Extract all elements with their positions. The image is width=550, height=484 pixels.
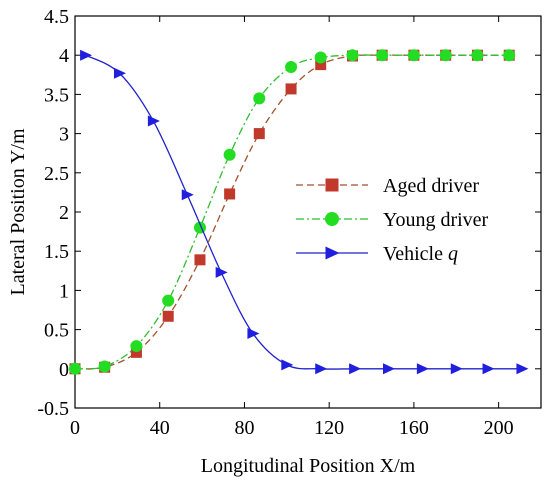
x-tick-label: 200 (484, 417, 514, 439)
legend: Aged driver Young driver Vehicle q (296, 175, 489, 265)
series-layer (69, 49, 529, 375)
legend-entry: Vehicle q (296, 243, 458, 265)
data-point (223, 148, 236, 161)
data-point (113, 67, 126, 79)
data-point (281, 359, 294, 371)
y-tick-label: 0 (59, 359, 69, 381)
data-point (147, 115, 160, 127)
y-axis-ticks: -0.5 0 0.5 1 1.5 2 2.5 3 3.5 4 4.5 (37, 6, 541, 420)
y-tick-label: 4.5 (44, 6, 69, 28)
legend-label-main: Vehicle (383, 243, 448, 265)
y-tick-label: 1 (59, 280, 69, 302)
data-point (194, 254, 206, 266)
data-point (224, 188, 236, 200)
data-point (285, 60, 298, 73)
x-axis-label: Longitudinal Position X/m (201, 455, 416, 477)
y-tick-label: 1.5 (44, 241, 69, 263)
data-point (315, 363, 328, 375)
data-point (416, 363, 429, 375)
data-point (247, 328, 260, 340)
data-point (314, 51, 327, 64)
y-axis-label: Lateral Position Y/m (7, 128, 29, 295)
legend-marker (325, 246, 340, 260)
data-point (253, 128, 265, 140)
y-tick-label: 0.5 (44, 320, 69, 342)
legend-label: Young driver (383, 209, 489, 231)
legend-entry: Young driver (296, 209, 489, 231)
x-axis-ticks: 0 40 80 120 160 200 (70, 16, 514, 439)
data-point (315, 59, 327, 71)
series-line (85, 54, 522, 370)
data-point (503, 49, 516, 62)
legend-entry: Aged driver (296, 175, 479, 197)
legend-marker (325, 178, 339, 192)
data-point (382, 363, 395, 375)
data-point (130, 346, 142, 358)
y-tick-label: -0.5 (37, 398, 69, 420)
data-point (349, 363, 362, 375)
series-2 (80, 49, 529, 375)
x-tick-label: 0 (70, 417, 80, 439)
y-tick-label: 3 (59, 124, 69, 146)
x-tick-label: 40 (150, 417, 170, 439)
data-point (285, 83, 297, 95)
legend-label: Aged driver (383, 175, 479, 197)
data-point (253, 92, 266, 105)
y-tick-label: 3.5 (44, 84, 69, 106)
data-point (80, 49, 93, 61)
data-point (346, 49, 359, 62)
data-point (516, 363, 529, 375)
y-tick-label: 4 (59, 45, 69, 67)
y-tick-label: 2 (59, 202, 69, 224)
legend-label-italic: q (448, 243, 458, 265)
data-point (215, 266, 228, 278)
x-tick-label: 120 (314, 417, 344, 439)
data-point (439, 49, 452, 62)
x-tick-label: 80 (234, 417, 254, 439)
data-point (181, 189, 194, 201)
data-point (450, 363, 463, 375)
data-point (98, 360, 111, 373)
data-point (482, 363, 495, 375)
data-point (162, 294, 175, 307)
legend-marker (325, 212, 339, 226)
x-tick-label: 160 (399, 417, 429, 439)
data-point (471, 49, 484, 62)
y-tick-label: 2.5 (44, 163, 69, 185)
legend-label: Vehicle q (383, 243, 458, 265)
data-point (130, 340, 143, 353)
data-point (407, 49, 420, 62)
data-point (162, 310, 174, 322)
data-point (69, 362, 81, 375)
data-point (376, 49, 389, 62)
